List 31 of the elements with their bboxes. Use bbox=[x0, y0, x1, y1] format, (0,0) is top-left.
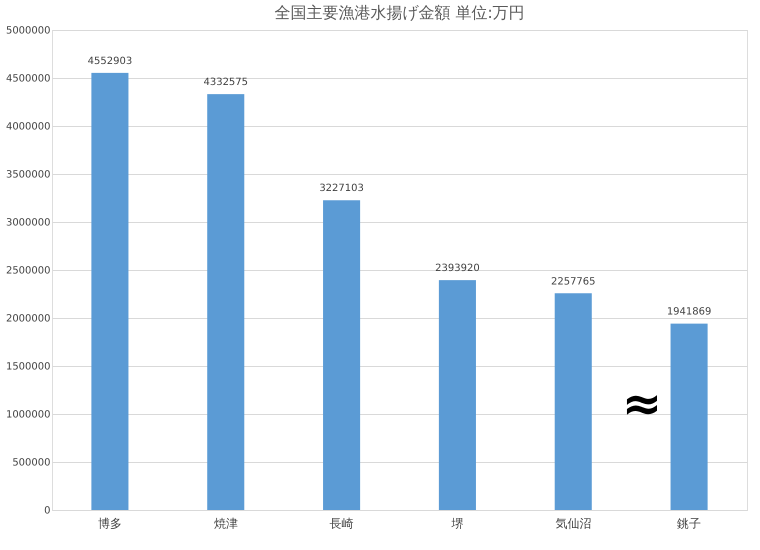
y-tick-label: 1500000 bbox=[6, 362, 50, 372]
x-tick-label: 焼津 bbox=[214, 516, 238, 530]
chart-title: 全国主要漁港水揚げ金額 単位:万円 bbox=[274, 3, 525, 22]
x-tick-label: 長崎 bbox=[330, 516, 354, 530]
bar bbox=[207, 94, 244, 510]
y-tick-label: 2500000 bbox=[6, 266, 50, 276]
y-tick-label: 5000000 bbox=[6, 26, 50, 36]
y-tick-label: 3000000 bbox=[6, 218, 50, 228]
y-tick-label: 500000 bbox=[12, 458, 50, 468]
data-label: 2393920 bbox=[435, 263, 480, 274]
data-label: 1941869 bbox=[666, 306, 712, 318]
y-tick-label: 2000000 bbox=[6, 314, 50, 324]
y-tick-label: 4000000 bbox=[6, 122, 50, 132]
data-label: 2257765 bbox=[550, 276, 596, 288]
bar bbox=[91, 72, 128, 510]
bar bbox=[323, 200, 360, 510]
data-label: 4332575 bbox=[203, 77, 248, 88]
x-tick-label: 堺 bbox=[450, 516, 464, 530]
y-tick-label: 4500000 bbox=[6, 74, 50, 84]
y-tick-label: 0 bbox=[44, 506, 50, 516]
bar bbox=[438, 280, 476, 510]
y-tick-label: 3500000 bbox=[6, 170, 50, 180]
annotation: ≈ bbox=[622, 376, 662, 432]
y-tick-label: 1000000 bbox=[6, 410, 50, 420]
x-tick-label: 博多 bbox=[98, 516, 122, 530]
bar bbox=[554, 293, 592, 510]
x-tick-label: 気仙沼 bbox=[555, 516, 592, 530]
data-label: 4552903 bbox=[88, 56, 132, 67]
bar bbox=[670, 324, 708, 510]
data-label: 3227103 bbox=[319, 183, 364, 194]
x-tick-label: 銚子 bbox=[677, 516, 702, 530]
